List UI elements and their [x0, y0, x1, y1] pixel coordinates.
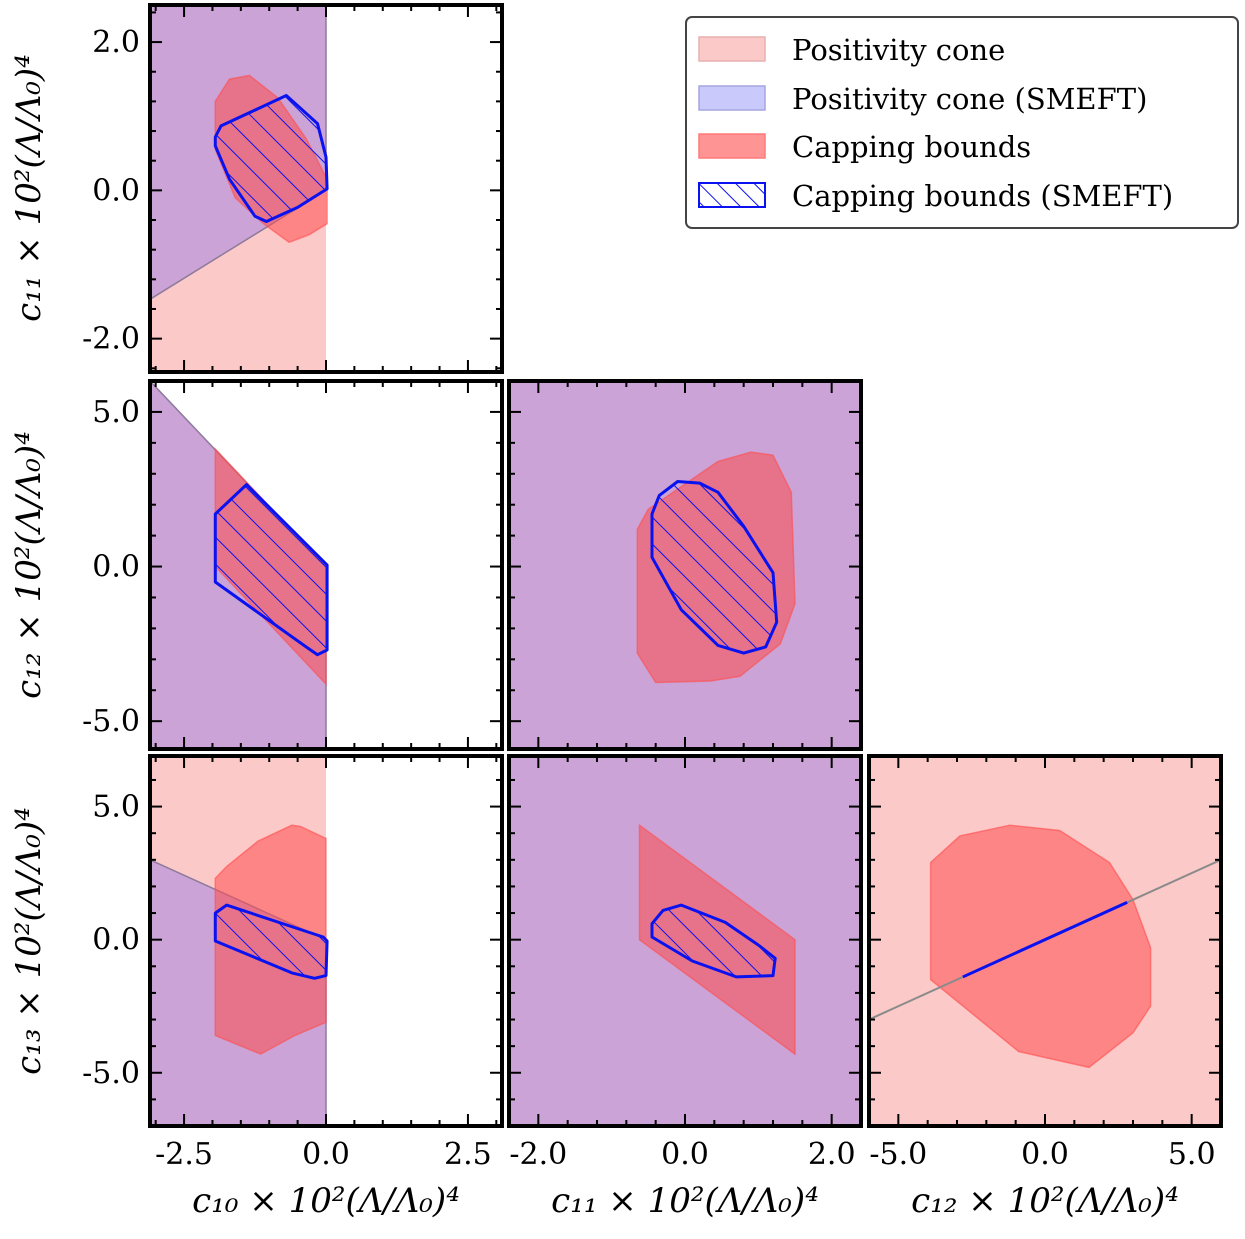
y-tick-label: -5.0 — [82, 1056, 140, 1091]
y-axis-label-c11: c₁₁ × 10²(Λ/Λ₀)⁴ — [9, 54, 49, 322]
y-tick-label: 5.0 — [92, 790, 140, 825]
x-axis-label-c10: c₁₀ × 10²(Λ/Λ₀)⁴ — [192, 1181, 460, 1221]
legend-entry-positivity-cone: Positivity cone — [698, 33, 1005, 67]
y-tick-label: 0.0 — [92, 923, 140, 958]
panel-c12-c13: -5.0 0.0 5.0 — [867, 754, 1223, 1172]
capping-bounds-smeft-area — [213, 483, 329, 657]
legend-swatch-cone-smeft — [698, 85, 766, 111]
axes-frame — [867, 754, 1223, 1128]
legend-swatch-cone — [698, 36, 766, 62]
x-tick-label: 0.0 — [1021, 1137, 1069, 1172]
axes-frame — [148, 3, 504, 374]
legend-label: Capping bounds — [792, 130, 1031, 164]
legend-swatch-capping-smeft — [698, 182, 766, 208]
x-tick-label: -2.0 — [509, 1137, 567, 1172]
legend-swatch-capping — [698, 133, 766, 159]
legend-entry-positivity-cone-smeft: Positivity cone (SMEFT) — [698, 82, 1147, 116]
y-axis-label-c12: c₁₂ × 10²(Λ/Λ₀)⁴ — [9, 431, 49, 699]
panel-c10-c11: 2.0 0.0 -2.0 — [82, 3, 504, 374]
legend-entry-capping-bounds-smeft: Capping bounds (SMEFT) — [698, 179, 1173, 213]
axes-frame — [507, 379, 863, 751]
panel-c10-c13: 5.0 0.0 -5.0 -2.5 0.0 2.5 — [82, 754, 504, 1172]
y-tick-label: 0.0 — [92, 173, 140, 208]
x-tick-label: 0.0 — [302, 1137, 350, 1172]
x-tick-labels: -2.5 0.0 2.5 — [155, 1137, 492, 1172]
legend-label: Capping bounds (SMEFT) — [792, 179, 1173, 213]
x-axis-label-c12: c₁₂ × 10²(Λ/Λ₀)⁴ — [911, 1181, 1179, 1221]
panel-c11-c13: -2.0 0.0 2.0 — [507, 754, 863, 1172]
x-tick-label: -5.0 — [869, 1137, 927, 1172]
x-tick-label: -2.5 — [155, 1137, 213, 1172]
x-tick-label: 2.5 — [444, 1137, 492, 1172]
y-tick-label: 5.0 — [92, 395, 140, 430]
y-tick-labels: 5.0 0.0 -5.0 — [82, 395, 140, 739]
y-tick-label: -5.0 — [82, 704, 140, 739]
axes-frame — [148, 379, 504, 751]
x-tick-label: 2.0 — [808, 1137, 856, 1172]
axes-frame — [507, 754, 863, 1128]
y-tick-label: 0.0 — [92, 550, 140, 585]
legend-label: Positivity cone — [792, 33, 1005, 67]
legend-entry-capping-bounds: Capping bounds — [698, 130, 1031, 164]
legend: Positivity cone Positivity cone (SMEFT) … — [685, 16, 1239, 229]
x-tick-label: 5.0 — [1168, 1137, 1216, 1172]
y-tick-label: 2.0 — [92, 25, 140, 60]
capping-bounds-area — [929, 824, 1152, 1069]
legend-box — [685, 16, 1239, 229]
x-axis-label-c11: c₁₁ × 10²(Λ/Λ₀)⁴ — [551, 1181, 819, 1221]
capping-bounds-smeft-area — [650, 480, 779, 655]
x-tick-labels: -5.0 0.0 5.0 — [869, 1137, 1215, 1172]
y-tick-labels: 2.0 0.0 -2.0 — [82, 25, 140, 357]
x-tick-label: 0.0 — [661, 1137, 709, 1172]
capping-bounds-smeft-line — [962, 901, 1128, 979]
y-tick-labels: 5.0 0.0 -5.0 — [82, 790, 140, 1091]
capping-bounds-smeft-area — [650, 903, 777, 979]
capping-bounds-smeft-area — [213, 94, 329, 223]
capping-bounds-smeft-area — [213, 903, 329, 980]
x-tick-labels: -2.0 0.0 2.0 — [509, 1137, 855, 1172]
axes-frame — [148, 754, 504, 1128]
y-tick-label: -2.0 — [82, 322, 140, 357]
panel-c10-c12: 5.0 0.0 -5.0 — [82, 379, 504, 751]
y-axis-label-c13: c₁₃ × 10²(Λ/Λ₀)⁴ — [9, 807, 49, 1075]
legend-label: Positivity cone (SMEFT) — [792, 82, 1147, 116]
panel-c11-c12 — [507, 379, 863, 751]
